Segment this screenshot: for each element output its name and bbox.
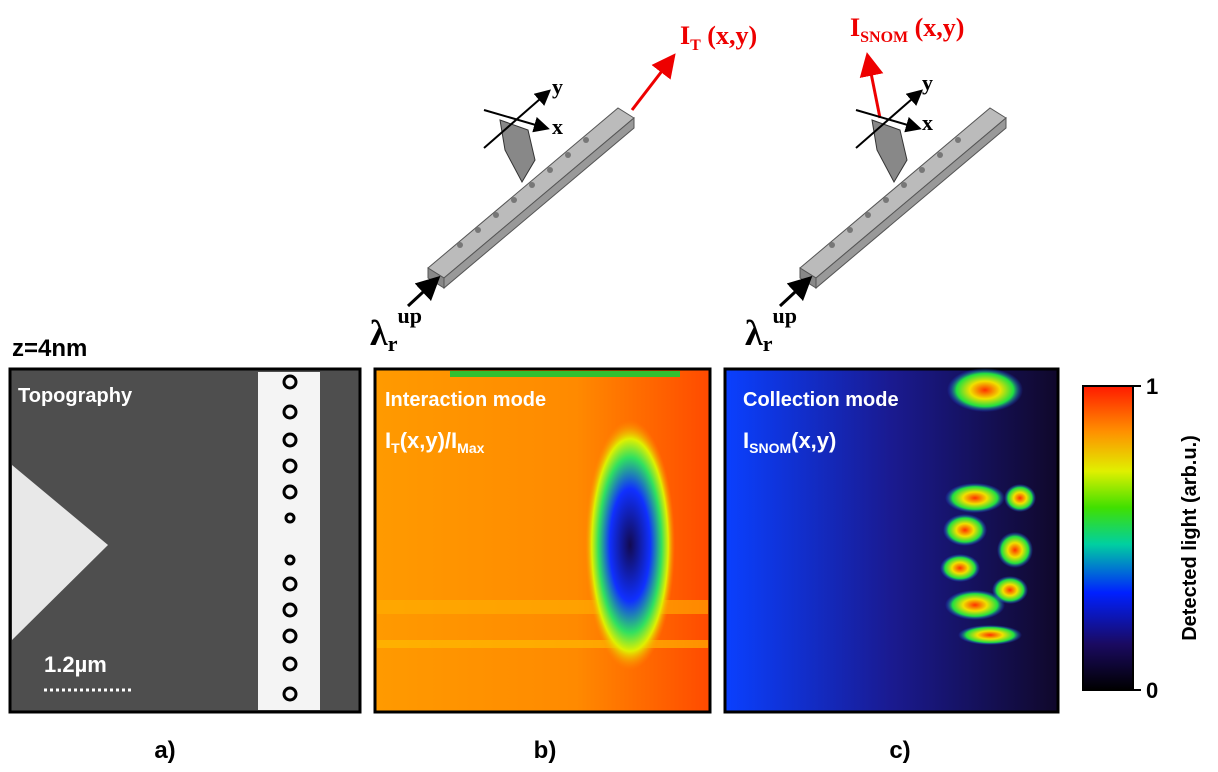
figure: IT (x,y) y x λrup ISNOM (x,y) y x λrup z… [0,0,1218,772]
axis-y-label: y [552,74,563,99]
axis-x-label: x [922,110,933,135]
colorbar-tick-label: 0 [1146,678,1158,703]
panel-title: Interaction mode [385,389,546,411]
topography-panel: z=4nm Topography 1.2µm a) [10,335,360,764]
panel-title: Collection mode [743,389,899,411]
panel-caption: c) [889,737,910,764]
input-label: λrup [370,303,422,356]
colorbar-tick-label: 1 [1146,374,1158,399]
interaction-panel: Interaction mode IT(x,y)/IMax b) [375,369,710,764]
scale-bar-label: 1.2µm [44,652,107,677]
output-label: ISNOM (x,y) [850,13,964,46]
panel-heading: z=4nm [12,335,87,362]
axis-y-label: y [922,70,933,95]
axis-x-label: x [552,114,563,139]
panel-title: Topography [18,385,133,407]
output-label: IT (x,y) [680,21,757,54]
collection-panel: Collection mode ISNOM(x,y) c) [725,368,1058,764]
panel-caption: b) [534,737,557,764]
waveguide-diagram: ISNOM (x,y) y x λrup [745,13,1006,356]
panel-caption: a) [154,737,175,764]
colorbar: Detected light (arb.u.) 0 1 [1083,374,1201,703]
colorbar-label: Detected light (arb.u.) [1179,435,1201,641]
waveguide-diagram: IT (x,y) y x λrup [370,21,757,356]
input-label: λrup [745,303,797,356]
colorbar-gradient [1083,386,1133,690]
